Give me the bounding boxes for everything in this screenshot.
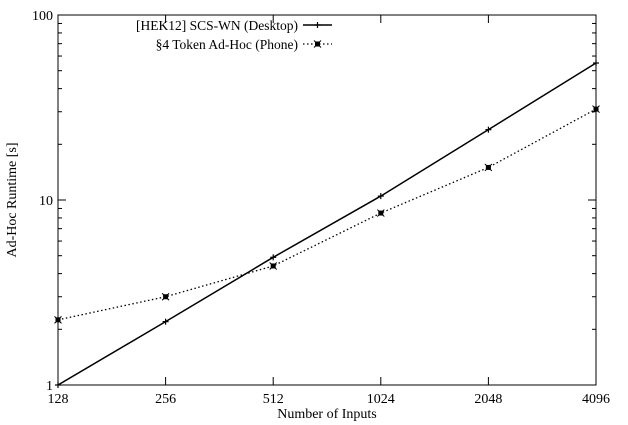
legend-marker xyxy=(314,22,321,28)
y-tick-label: 1 xyxy=(46,379,53,394)
y-tick-label: 10 xyxy=(39,194,53,209)
x-tick-label: 1024 xyxy=(367,392,395,407)
data-point-series-1 xyxy=(592,105,600,113)
data-point-series-1 xyxy=(269,262,278,270)
x-axis-label: Number of Inputs xyxy=(277,407,377,422)
data-point-series-0 xyxy=(593,60,599,67)
series-layer xyxy=(54,60,600,388)
series-line-1 xyxy=(57,108,597,321)
x-tick-label: 256 xyxy=(155,392,176,407)
series-line-0 xyxy=(57,62,597,386)
y-tick-label: 100 xyxy=(32,9,53,24)
y-axis-label: Ad-Hoc Runtime [s] xyxy=(5,142,20,257)
data-point-series-0 xyxy=(162,318,169,325)
axis-ticks: 128 256 512 1024 2048 4096 1 10 100 xyxy=(32,9,610,407)
x-tick-label: 512 xyxy=(263,392,284,407)
data-point-series-1 xyxy=(161,292,170,301)
legend-label: §4 Token Ad-Hoc (Phone) xyxy=(156,37,298,52)
x-tick-label: 128 xyxy=(48,392,69,407)
plot-frame xyxy=(57,14,597,386)
data-point-series-0 xyxy=(270,254,277,261)
legend-label: [HEK12] SCS-WN (Desktop) xyxy=(136,18,298,33)
data-point-series-0 xyxy=(485,126,492,133)
data-point-series-0 xyxy=(55,382,61,388)
data-point-series-1 xyxy=(376,209,385,217)
data-point-series-1 xyxy=(54,315,62,324)
data-point-series-1 xyxy=(484,163,493,172)
legend-marker xyxy=(313,40,322,48)
legend: [HEK12] SCS-WN (Desktop) §4 Token Ad-Hoc … xyxy=(136,18,332,52)
x-tick-label: 4096 xyxy=(582,392,610,407)
data-point-series-0 xyxy=(377,193,384,200)
x-tick-label: 2048 xyxy=(474,392,502,407)
